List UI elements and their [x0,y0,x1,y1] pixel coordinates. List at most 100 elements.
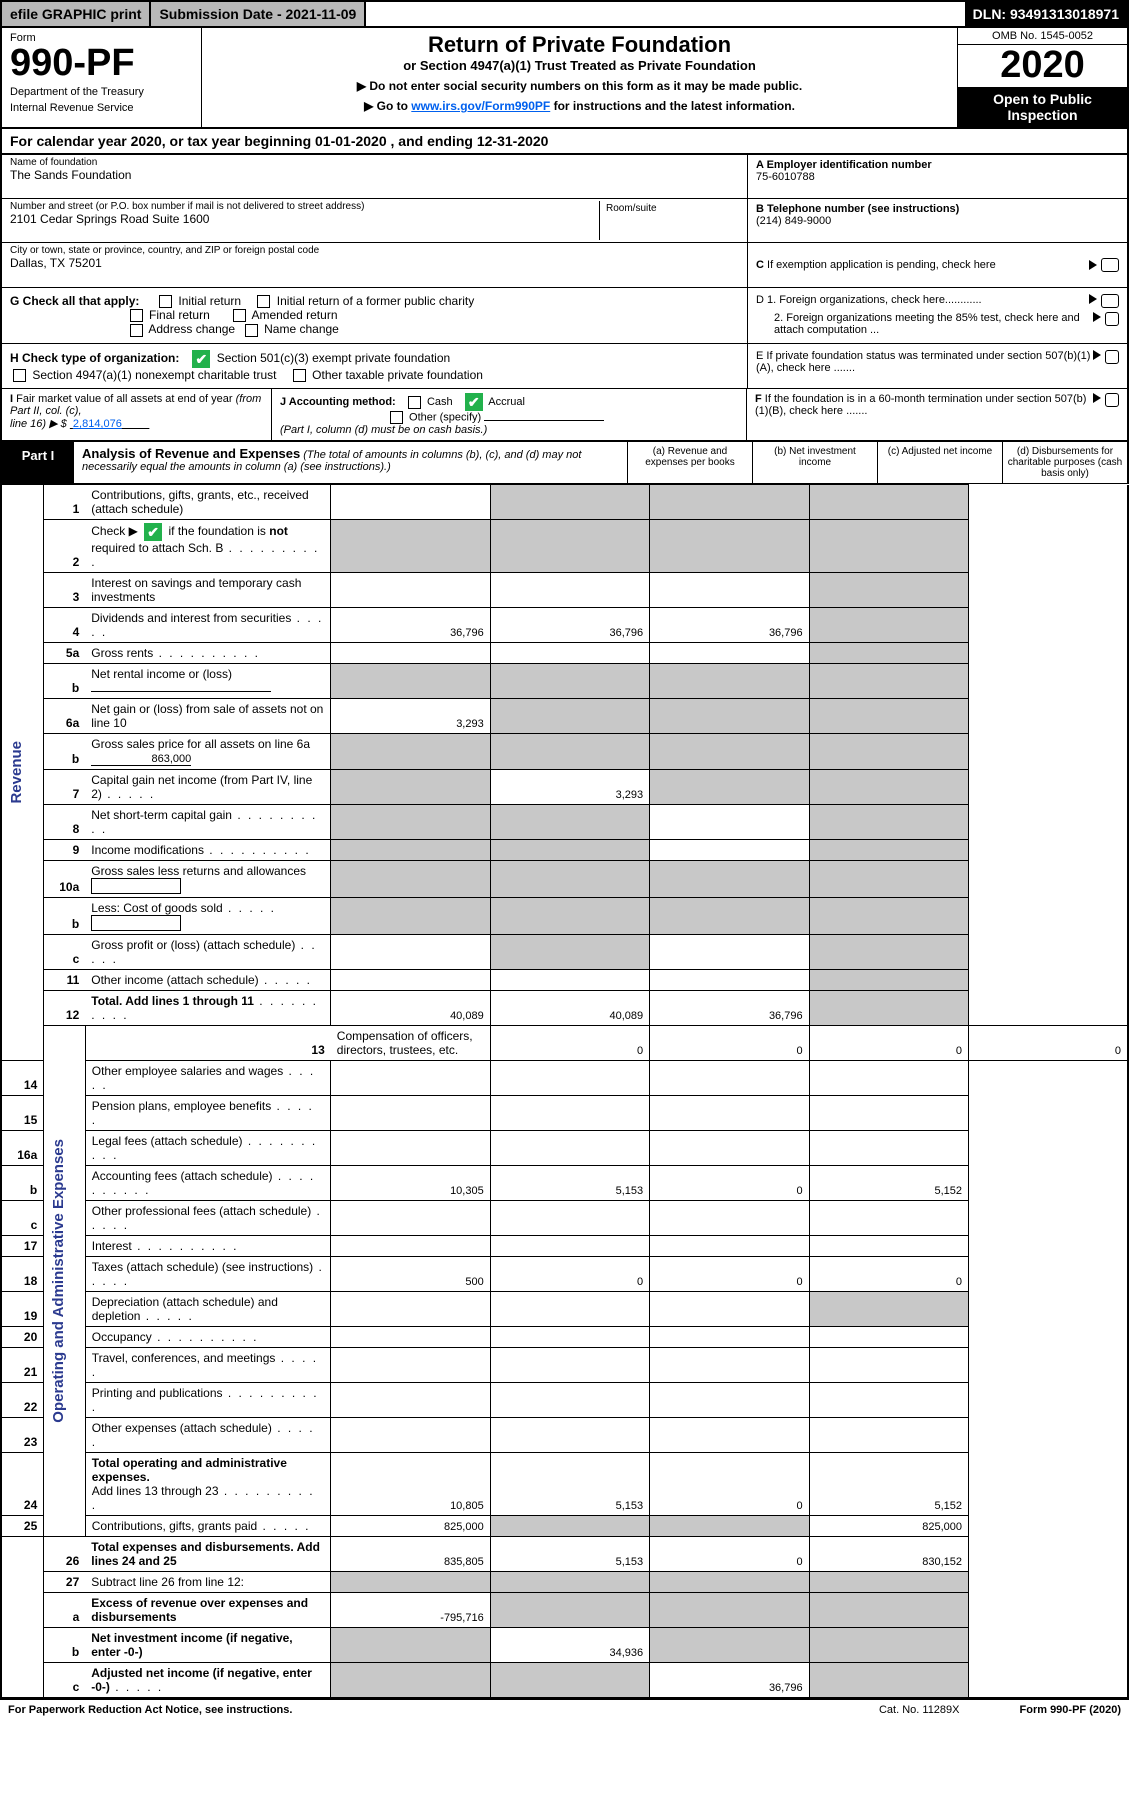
r24c: 0 [650,1453,809,1516]
line8-desc: Net short-term capital gain [85,805,331,840]
col-b-header: (b) Net investment income [752,442,877,483]
line14-desc: Other employee salaries and wages [85,1061,331,1096]
f-label: F If the foundation is in a 60-month ter… [755,393,1093,417]
line22-desc: Printing and publications [85,1383,331,1418]
line4-desc: Dividends and interest from securities [85,608,331,643]
dln: DLN: 93491313018971 [965,2,1127,26]
lbl-accrual: Accrual [488,396,525,408]
line-num: 17 [1,1236,44,1257]
d2-chk[interactable] [1105,312,1119,326]
open-inspection: Open to Public Inspection [958,87,1127,127]
paperwork-notice: For Paperwork Reduction Act Notice, see … [8,1704,292,1716]
i-line16: line 16) ▶ $ [10,418,67,430]
fmv-link[interactable]: 2,814,076 [73,418,122,430]
g-left: G Check all that apply: Initial return I… [2,288,747,343]
r27bb: 34,936 [490,1628,649,1663]
chk-accrual[interactable]: ✔ [465,393,483,411]
line-num: 22 [1,1383,44,1418]
line10c-desc: Gross profit or (loss) (attach schedule) [85,935,331,970]
e-chk[interactable] [1105,350,1119,364]
lbl-initial: Initial return [178,294,241,308]
line23-desc: Other expenses (attach schedule) [85,1418,331,1453]
r13a: 0 [490,1026,649,1061]
h-left: H Check type of organization: ✔ Section … [2,344,747,388]
i-fmv: I Fair market value of all assets at end… [2,389,272,440]
r24d: 5,152 [809,1453,968,1516]
chk-501c3[interactable]: ✔ [192,350,210,368]
line6a-desc: Net gain or (loss) from sale of assets n… [85,699,331,734]
address: 2101 Cedar Springs Road Suite 1600 [10,212,599,226]
line27-desc: Subtract line 26 from line 12: [85,1572,331,1593]
lbl-amended: Amended return [251,308,337,322]
r16bb: 5,153 [490,1166,649,1201]
line-num: 21 [1,1348,44,1383]
line-num: 12 [44,991,85,1026]
r4a: 36,796 [331,608,490,643]
line-num: 5a [44,643,85,664]
r16bc: 0 [650,1166,809,1201]
r26a: 835,805 [331,1537,490,1572]
r18c: 0 [650,1257,809,1292]
line11-desc: Other income (attach schedule) [85,970,331,991]
top-bar: efile GRAPHIC print Submission Date - 20… [0,0,1129,26]
line-num: 20 [1,1327,44,1348]
r24a: 10,805 [331,1453,490,1516]
d1-label: D 1. Foreign organizations, check here..… [756,294,982,308]
col-c-header: (c) Adjusted net income [877,442,1002,483]
line21-desc: Travel, conferences, and meetings [85,1348,331,1383]
note2-post: for instructions and the latest informat… [550,99,795,113]
revenue-side: Revenue [1,485,44,1061]
chk-schb[interactable]: ✔ [144,523,162,541]
chk-4947[interactable] [13,369,26,382]
chk-name[interactable] [245,324,258,337]
line-num: 24 [1,1453,44,1516]
footer: For Paperwork Reduction Act Notice, see … [0,1699,1129,1720]
chk-initial[interactable] [159,295,172,308]
c-checkbox[interactable] [1101,258,1119,272]
line-num: 9 [44,840,85,861]
line-num: b [44,734,85,770]
line-num: 2 [44,520,85,573]
lbl-501c3: Section 501(c)(3) exempt private foundat… [217,351,450,365]
chk-addr[interactable] [130,324,143,337]
line-num: 18 [1,1257,44,1292]
ein: 75-6010788 [756,171,815,183]
line10a-desc: Gross sales less returns and allowances [85,861,331,898]
line19-desc: Depreciation (attach schedule) and deple… [85,1292,331,1327]
part1-desc: Analysis of Revenue and Expenses (The to… [74,442,627,483]
foundation-name: The Sands Foundation [10,168,739,182]
chk-amended[interactable] [233,309,246,322]
line-num: 13 [85,1026,331,1061]
line24-desc: Total operating and administrative expen… [85,1453,331,1516]
r16ba: 10,305 [331,1166,490,1201]
h-label: H Check type of organization: [10,351,179,365]
chk-final[interactable] [130,309,143,322]
r26b: 5,153 [490,1537,649,1572]
lbl-name: Name change [264,322,339,336]
line-num: 25 [1,1516,44,1537]
chk-other-tax[interactable] [293,369,306,382]
irs-link[interactable]: www.irs.gov/Form990PF [411,99,550,113]
r18a: 500 [331,1257,490,1292]
r26d: 830,152 [809,1537,968,1572]
name-label: Name of foundation [10,157,739,168]
lbl-initial-pub: Initial return of a former public charit… [277,294,474,308]
line12-desc: Total. Add lines 1 through 11 [85,991,331,1026]
line-num: c [44,935,85,970]
line20-desc: Occupancy [85,1327,331,1348]
form-number: 990-PF [10,44,193,82]
line5b-desc: Net rental income or (loss) [85,664,331,699]
line10b-desc: Less: Cost of goods sold [85,898,331,935]
line-num: 26 [44,1537,85,1572]
form-subtitle: or Section 4947(a)(1) Trust Treated as P… [210,58,949,73]
note-link: ▶ Go to www.irs.gov/Form990PF for instru… [210,99,949,113]
line9-desc: Income modifications [85,840,331,861]
line1-desc: Contributions, gifts, grants, etc., rece… [85,485,331,520]
chk-other[interactable] [390,411,403,424]
chk-cash[interactable] [408,396,421,409]
r4b: 36,796 [490,608,649,643]
f-chk[interactable] [1105,393,1119,407]
chk-initial-pub[interactable] [257,295,270,308]
form-ref: Form 990-PF (2020) [1020,1704,1122,1716]
d1-chk[interactable] [1101,294,1119,308]
